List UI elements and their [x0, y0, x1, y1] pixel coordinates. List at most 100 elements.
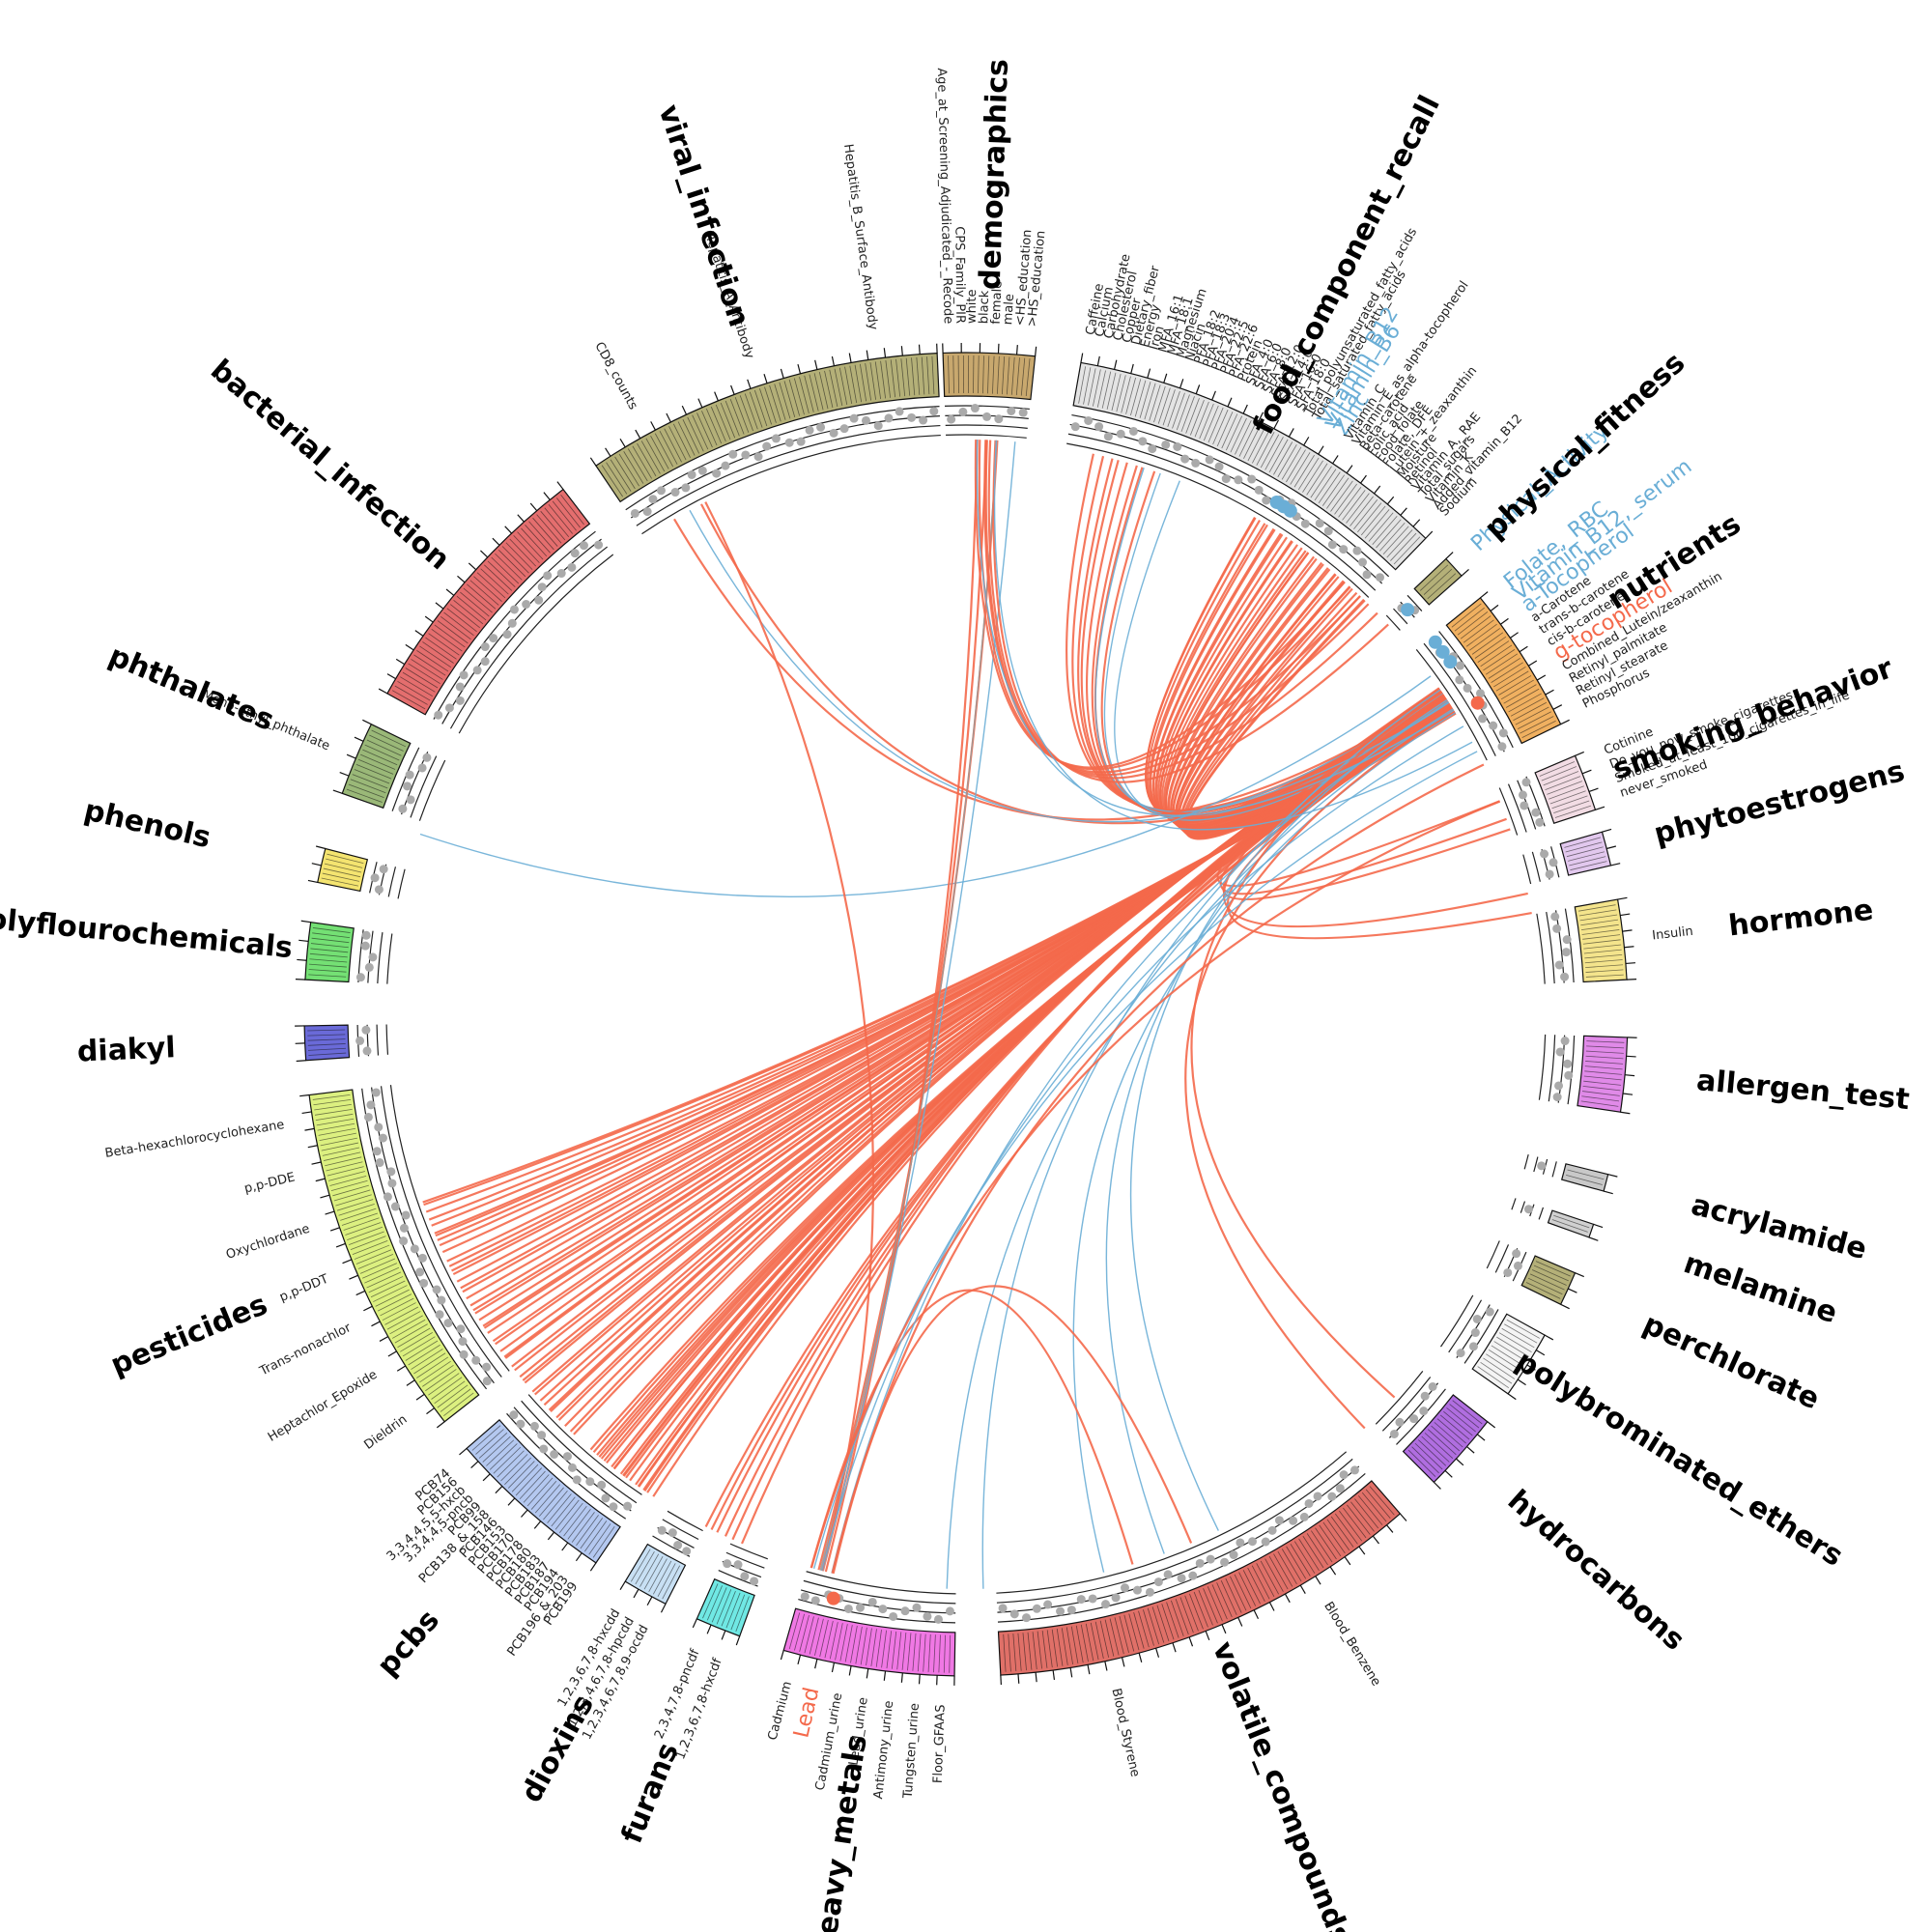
segment-hatch — [1582, 939, 1621, 945]
segment-hatch — [1277, 443, 1297, 478]
segment-hatch — [1495, 670, 1529, 692]
segment-hatch — [497, 550, 526, 578]
variable-label-p-p-dde: p,p-DDE — [242, 1170, 297, 1196]
segment-hatch — [880, 360, 887, 399]
segment-hatch — [992, 355, 995, 394]
segment-hatch — [1290, 452, 1311, 485]
segment-hatch — [643, 1555, 664, 1590]
variable-dot — [383, 1192, 392, 1202]
group-label-pcbs: pcbs — [371, 1604, 446, 1683]
segment-hatch — [1579, 914, 1618, 922]
variable-label-iron: Iron — [1147, 325, 1167, 352]
group-track-ring — [1438, 631, 1514, 749]
segment-tick — [1015, 345, 1018, 355]
segment-hatch — [1376, 519, 1402, 549]
highlight-dot — [1435, 644, 1450, 659]
group-track-ring — [729, 1543, 768, 1560]
chord-link-negative — [689, 509, 1450, 823]
segment-tick — [480, 550, 489, 558]
segment-tick — [547, 1531, 555, 1541]
segment-hatch — [397, 680, 431, 701]
segment-hatch — [1577, 904, 1616, 912]
segment-hatch — [734, 397, 750, 433]
segment-hatch — [1130, 379, 1142, 416]
segment-tick — [735, 1635, 741, 1646]
group-track-ring — [722, 1560, 762, 1578]
segment-hatch — [469, 580, 499, 606]
group-allergen-test: allergen_test — [1538, 1034, 1911, 1117]
variable-dot — [399, 1223, 409, 1233]
segment-tick — [304, 1127, 315, 1131]
variable-dot — [458, 1337, 468, 1347]
segment-hatch — [1302, 1535, 1324, 1569]
segment-hatch — [724, 400, 740, 437]
segment-hatch — [1535, 1261, 1571, 1277]
variable-dot — [642, 507, 652, 517]
segment-hatch — [308, 963, 347, 968]
variable-dot — [1103, 432, 1113, 441]
segment-hatch — [443, 611, 474, 637]
variable-dot — [415, 1267, 425, 1277]
variable-dot — [1177, 1574, 1186, 1583]
segment-tick — [1588, 787, 1599, 793]
variable-dot — [895, 407, 904, 416]
segment-hatch — [373, 1285, 408, 1302]
segment-tick — [556, 481, 564, 490]
variable-dot — [534, 595, 544, 605]
segment-hatch — [1330, 1516, 1354, 1548]
variable-dot — [594, 540, 604, 550]
segment-hatch — [1372, 516, 1398, 546]
variable-dot — [849, 413, 859, 423]
segment-tick — [706, 1624, 712, 1634]
variable-dot — [1132, 1585, 1142, 1595]
segment-tick — [315, 845, 326, 850]
group-track-ring — [366, 1024, 370, 1057]
segment-tick — [1400, 507, 1407, 516]
chord-link-positive — [699, 503, 1454, 825]
segment-hatch — [1342, 490, 1366, 521]
variable-dot — [982, 412, 992, 421]
segment-hatch — [662, 1565, 681, 1600]
chord-link-positive — [704, 501, 874, 1572]
segment-hatch — [1338, 486, 1362, 518]
segment-hatch — [1116, 375, 1126, 412]
variable-dot — [579, 541, 588, 551]
segment-hatch — [1580, 1100, 1619, 1107]
variable-dot — [378, 1133, 387, 1143]
segment-tick — [1535, 1350, 1546, 1356]
segment-hatch — [1085, 1623, 1094, 1662]
segment-hatch — [540, 510, 566, 541]
segment-hatch — [1414, 1442, 1443, 1470]
variable-dot — [597, 1480, 607, 1490]
segment-hatch — [1216, 412, 1234, 447]
segment-hatch — [838, 367, 848, 405]
segment-hatch — [326, 858, 363, 868]
variable-label-p-p-ddt: p,p-DDT — [277, 1272, 330, 1305]
group-label-melamine: melamine — [1680, 1246, 1842, 1330]
segment-hatch — [350, 779, 386, 794]
segment-hatch — [1123, 1614, 1135, 1652]
group-label-viral-infection: viral_infection — [651, 100, 755, 330]
segment-hatch — [357, 1254, 394, 1269]
group-track-ring — [1536, 913, 1546, 984]
segment-hatch — [849, 365, 858, 404]
segment-hatch — [1480, 644, 1513, 668]
segment-hatch — [1281, 1548, 1302, 1582]
variable-dot — [884, 413, 894, 423]
segment-hatch — [324, 863, 362, 873]
segment-tick — [1575, 751, 1584, 756]
segment-hatch — [1390, 532, 1417, 561]
variable-dot — [516, 1419, 526, 1429]
segment-tick — [459, 1447, 468, 1456]
variable-dot — [471, 1355, 481, 1365]
segment-hatch — [354, 769, 390, 784]
segment-tick — [1624, 946, 1634, 949]
segment-hatch — [905, 357, 911, 396]
segment-hatch — [710, 406, 726, 442]
variable-dot — [1009, 1609, 1019, 1619]
segment-tick — [436, 1421, 445, 1429]
segment-hatch — [1585, 969, 1624, 973]
segment-hatch — [1203, 405, 1219, 441]
segment-hatch — [891, 1631, 897, 1669]
variable-dot — [1339, 1470, 1349, 1480]
